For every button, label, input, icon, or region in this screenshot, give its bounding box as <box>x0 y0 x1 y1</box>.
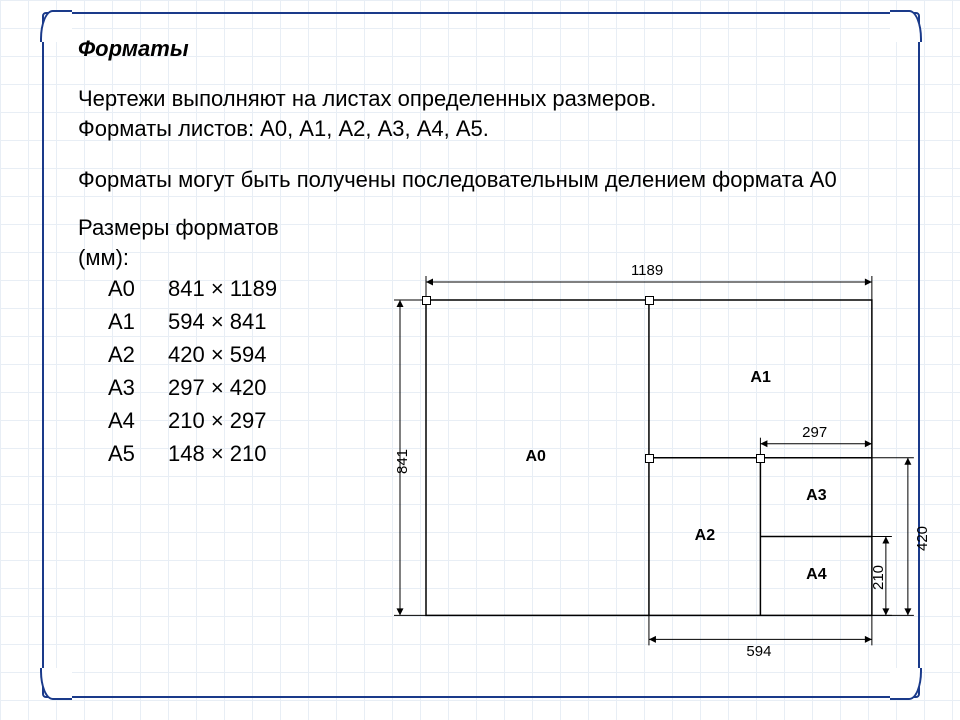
dimension-label: 420 <box>914 526 931 551</box>
format-name: А4 <box>108 404 168 437</box>
dimension-label: 1189 <box>631 262 663 279</box>
dimension-label: 210 <box>870 565 887 590</box>
sizes-title-1: Размеры форматов <box>78 213 900 243</box>
dimension-label: 594 <box>746 643 771 660</box>
format-dim: 210 × 297 <box>168 408 266 433</box>
format-label: A3 <box>806 487 826 505</box>
format-name: А1 <box>108 305 168 338</box>
dimension-label: 841 <box>394 449 411 474</box>
format-dim: 297 × 420 <box>168 375 266 400</box>
format-name: А5 <box>108 437 168 470</box>
dimension-label: 297 <box>802 424 827 441</box>
intro-line-3: Форматы могут быть получены последовател… <box>78 165 900 195</box>
format-dim: 148 × 210 <box>168 441 266 466</box>
frame-corner-bl <box>40 668 72 700</box>
page-title: Форматы <box>78 36 900 62</box>
format-dim: 594 × 841 <box>168 309 266 334</box>
content-area: Форматы Чертежи выполняют на листах опре… <box>78 36 900 680</box>
diagram-svg <box>368 266 958 686</box>
format-label: A2 <box>695 527 715 545</box>
format-label: A4 <box>806 566 826 584</box>
selection-handle <box>645 296 654 305</box>
format-name: А2 <box>108 338 168 371</box>
intro-line-1: Чертежи выполняют на листах определенных… <box>78 84 900 114</box>
frame-corner-tl <box>40 10 72 42</box>
format-name: А0 <box>108 272 168 305</box>
format-label: A1 <box>750 369 770 387</box>
format-label: A0 <box>525 448 545 466</box>
paper-formats-diagram: 1189841594297420210A0A1A2A3A4 <box>368 266 958 686</box>
format-name: А3 <box>108 371 168 404</box>
selection-handle <box>756 454 765 463</box>
format-dim: 841 × 1189 <box>168 276 277 301</box>
selection-handle <box>422 296 431 305</box>
graph-paper-background: Форматы Чертежи выполняют на листах опре… <box>0 0 960 720</box>
intro-line-2: Форматы листов: А0, А1, А2, А3, А4, А5. <box>78 114 900 144</box>
format-dim: 420 × 594 <box>168 342 266 367</box>
selection-handle <box>645 454 654 463</box>
